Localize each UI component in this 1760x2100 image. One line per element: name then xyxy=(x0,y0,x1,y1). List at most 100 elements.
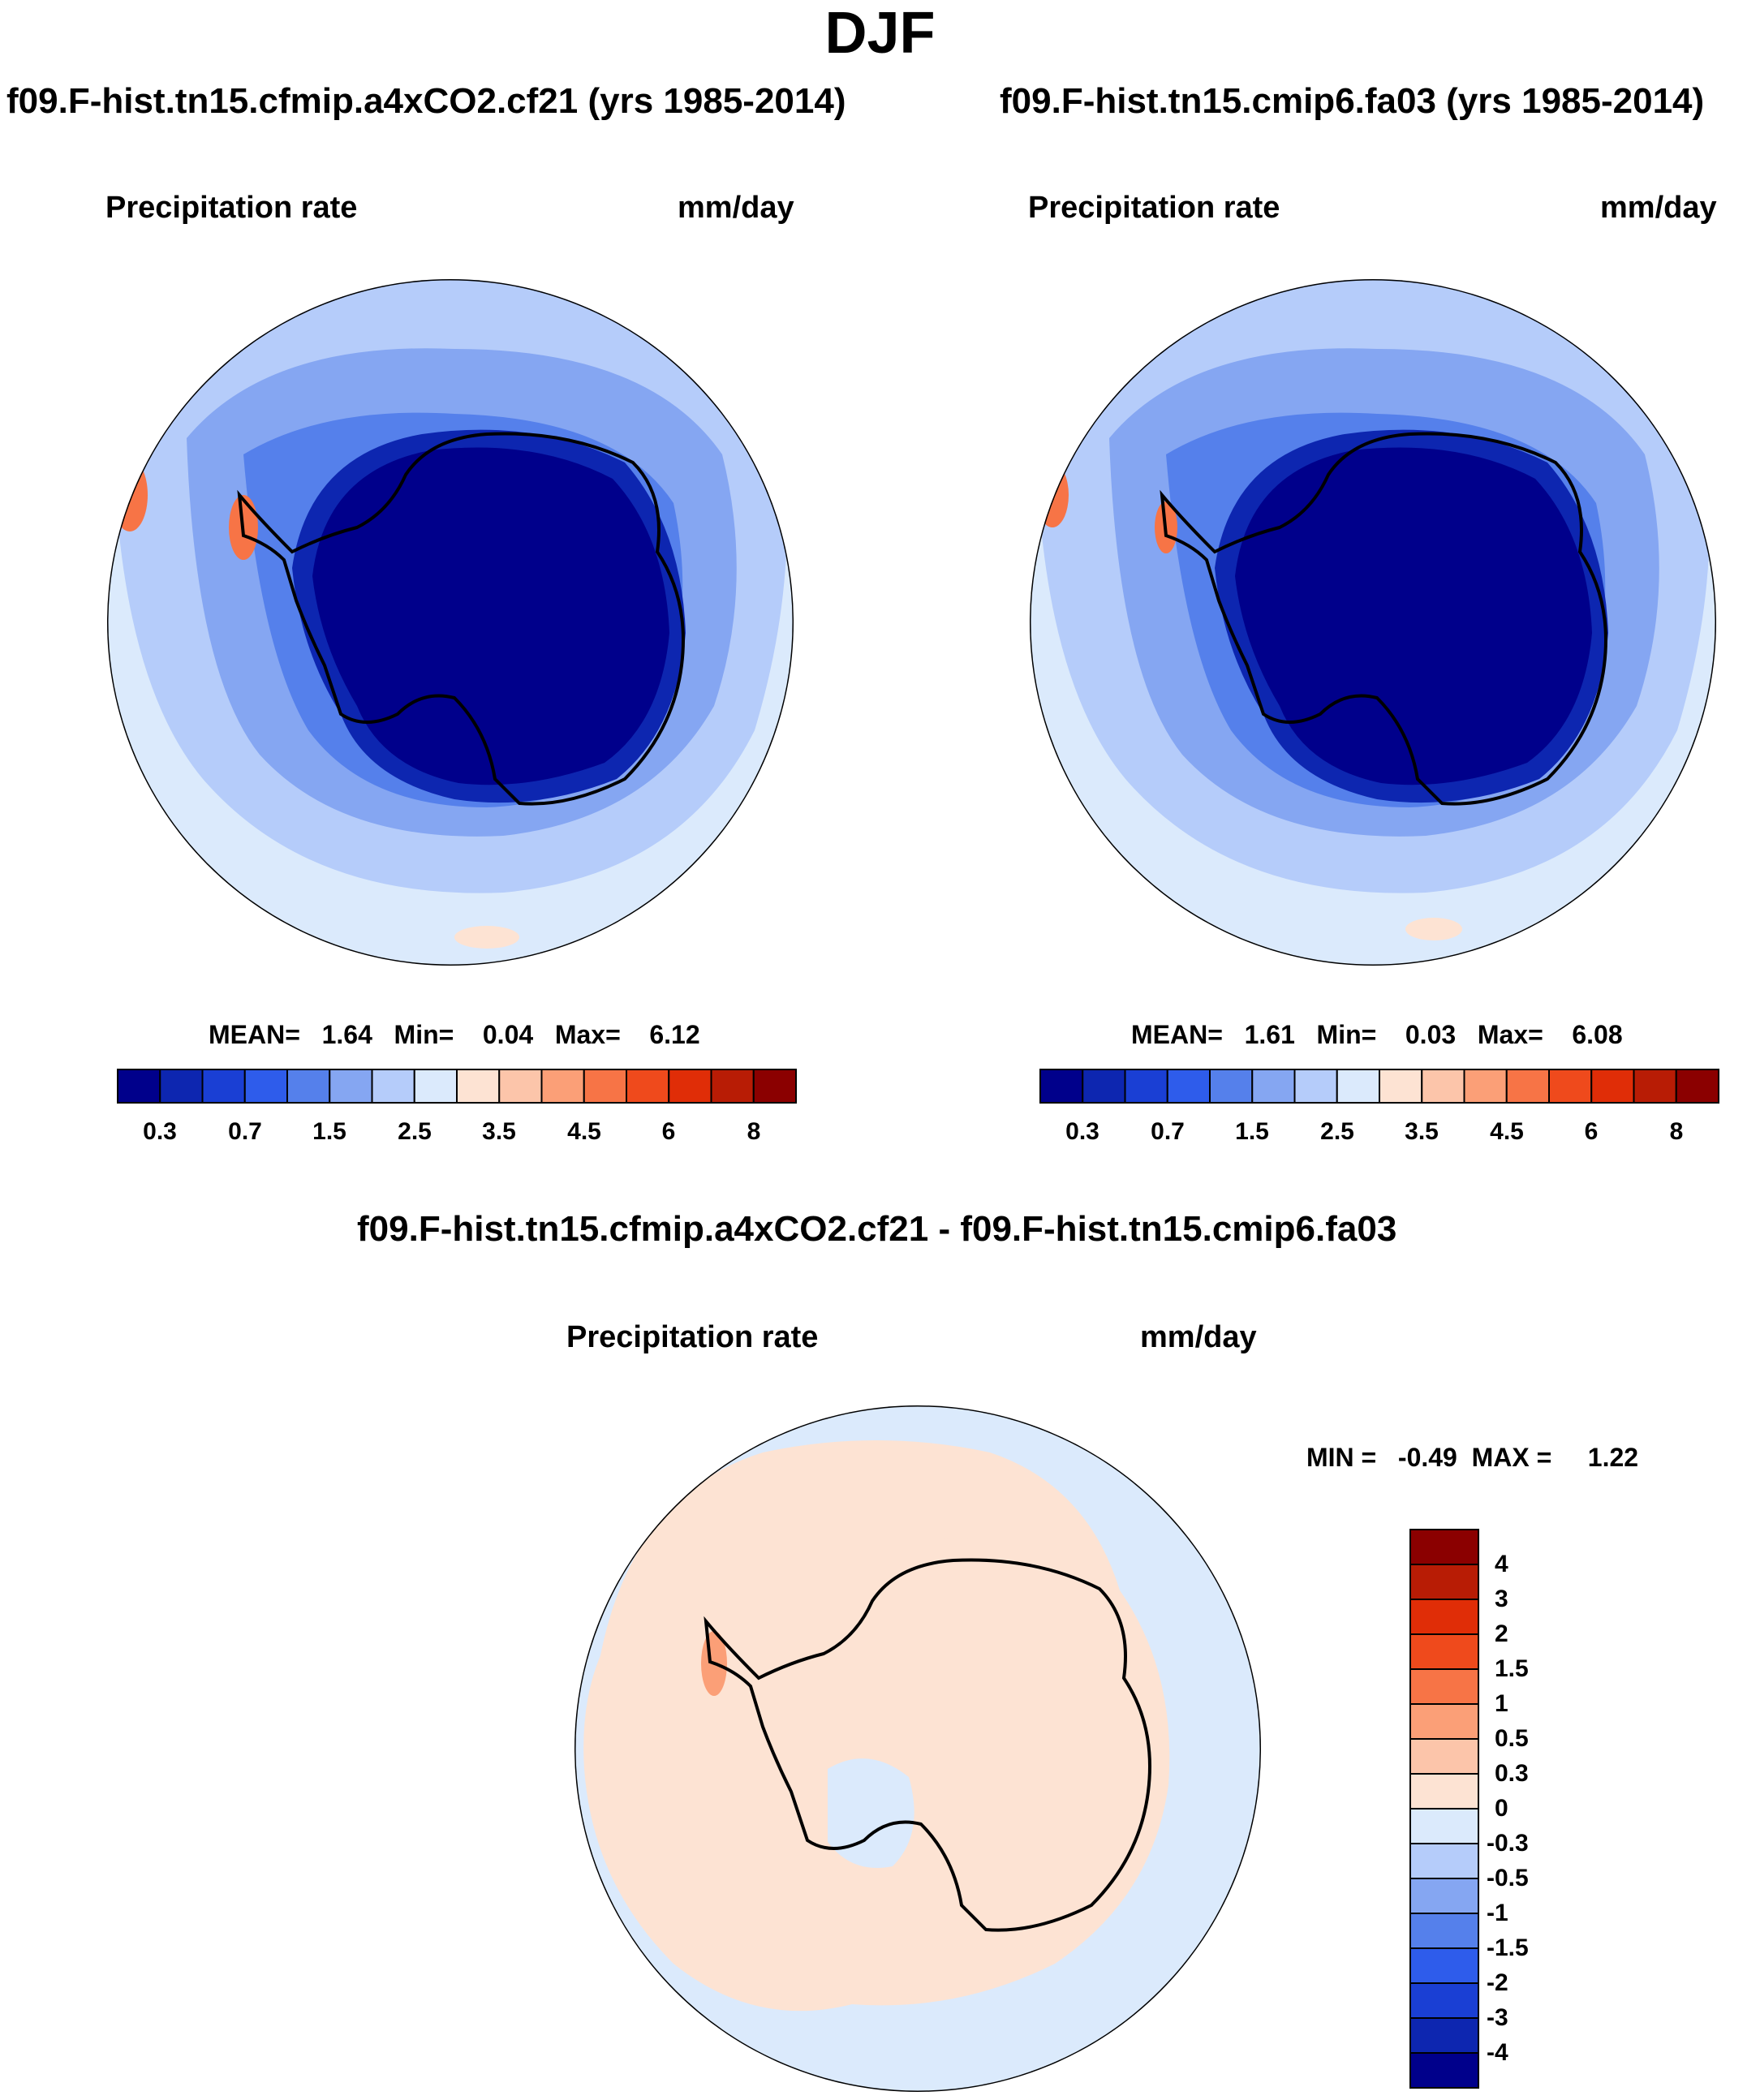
colorbar-swatch xyxy=(1409,2052,1479,2089)
colorbar-swatch xyxy=(1409,1982,1479,2019)
colorbar-swatch xyxy=(413,1069,458,1104)
cb-right-tick: 3.5 xyxy=(1405,1118,1439,1145)
top-right-stats: MEAN= 1.61 Min= 0.03 Max= 6.08 xyxy=(1131,1020,1623,1049)
colorbar-swatch xyxy=(1409,2017,1479,2054)
cb-right-tick: 4.5 xyxy=(1490,1118,1524,1145)
colorbar-swatch xyxy=(1409,1773,1479,1810)
colorbar-swatch xyxy=(201,1069,246,1104)
cb-diff-tick: 2 xyxy=(1495,1620,1508,1647)
cb-left-tick: 6 xyxy=(661,1118,676,1145)
cb-left-tick: 0.7 xyxy=(228,1118,262,1145)
cb-right-tick: 1.5 xyxy=(1235,1118,1269,1145)
cb-diff-tick: -3 xyxy=(1487,2004,1508,2031)
antarctic-interior-dry xyxy=(1235,447,1592,785)
colorbar-swatch xyxy=(1379,1069,1423,1104)
cb-right-tick: 8 xyxy=(1669,1118,1684,1145)
cb-diff-tick: 1.5 xyxy=(1495,1655,1529,1682)
colorbar-top-left xyxy=(117,1069,797,1104)
colorbar-swatch xyxy=(540,1069,585,1104)
top-right-case-title: f09.F-hist.tn15.cmip6.fa03 (yrs 1985-201… xyxy=(1000,81,1705,121)
colorbar-swatch xyxy=(1039,1069,1084,1104)
map-panel-top-right xyxy=(1030,279,1716,966)
cb-diff-tick: 4 xyxy=(1495,1551,1508,1577)
figure-title: DJF xyxy=(824,1,936,66)
colorbar-swatch xyxy=(1409,1878,1479,1914)
colorbar-swatch xyxy=(626,1069,670,1104)
cb-diff-tick: 3 xyxy=(1495,1586,1508,1612)
colorbar-swatch xyxy=(1505,1069,1550,1104)
colorbar-swatch xyxy=(668,1069,712,1104)
cb-right-tick: 2.5 xyxy=(1320,1118,1354,1145)
map-panel-difference xyxy=(574,1405,1261,2092)
bottom-case-title: f09.F-hist.tn15.cfmip.a4xCO2.cf21 - f09.… xyxy=(357,1209,1397,1249)
colorbar-swatch xyxy=(371,1069,415,1104)
low-latitude-positive-patch xyxy=(933,1538,982,1554)
top-right-units-label: mm/day xyxy=(1600,191,1717,225)
cb-right-tick: 0.3 xyxy=(1065,1118,1099,1145)
cb-diff-tick: -2 xyxy=(1487,1969,1508,1996)
positive-difference-region xyxy=(583,1440,1170,2012)
antarctic-coastline xyxy=(237,432,685,806)
cb-left-tick: 3.5 xyxy=(482,1118,516,1145)
colorbar-swatch xyxy=(117,1069,161,1104)
colorbar-swatch xyxy=(1590,1069,1635,1104)
colorbar-swatch xyxy=(1209,1069,1254,1104)
cb-diff-tick: -0.5 xyxy=(1487,1865,1529,1891)
colorbar-swatch xyxy=(583,1069,627,1104)
low-latitude-warm-patch xyxy=(454,926,519,949)
colorbar-swatch xyxy=(498,1069,543,1104)
south-america-precip-max xyxy=(112,458,148,531)
colorbar-swatch xyxy=(456,1069,501,1104)
top-left-units-label: mm/day xyxy=(678,191,794,225)
cb-right-tick: 6 xyxy=(1584,1118,1599,1145)
cb-diff-tick: -1 xyxy=(1487,1900,1508,1926)
cb-diff-tick: -0.3 xyxy=(1487,1830,1529,1857)
colorbar-swatch xyxy=(329,1069,373,1104)
colorbar-swatch xyxy=(1633,1069,1677,1104)
cb-left-tick: 1.5 xyxy=(312,1118,346,1145)
colorbar-swatch xyxy=(1409,1668,1479,1705)
colorbar-difference xyxy=(1409,1529,1479,2089)
colorbar-swatch xyxy=(1293,1069,1338,1104)
colorbar-swatch xyxy=(1409,1599,1479,1635)
colorbar-swatch xyxy=(1124,1069,1168,1104)
colorbar-swatch xyxy=(1463,1069,1508,1104)
map-panel-top-left xyxy=(107,279,794,966)
colorbar-swatch xyxy=(286,1069,331,1104)
cb-diff-tick: 0 xyxy=(1495,1795,1508,1822)
top-left-stats: MEAN= 1.64 Min= 0.04 Max= 6.12 xyxy=(209,1020,700,1049)
colorbar-swatch xyxy=(159,1069,204,1104)
colorbar-swatch xyxy=(752,1069,797,1104)
colorbar-swatch xyxy=(1409,1529,1479,1565)
colorbar-swatch xyxy=(1251,1069,1296,1104)
antarctic-coastline xyxy=(1160,432,1607,806)
colorbar-swatch xyxy=(1421,1069,1465,1104)
colorbar-swatch xyxy=(1409,1947,1479,1984)
cb-left-tick: 4.5 xyxy=(567,1118,601,1145)
cb-diff-tick: 1 xyxy=(1495,1690,1508,1717)
cb-diff-tick: 0.5 xyxy=(1495,1725,1529,1752)
colorbar-swatch xyxy=(243,1069,288,1104)
cb-left-tick: 0.3 xyxy=(143,1118,177,1145)
top-left-variable-label: Precipitation rate xyxy=(105,191,358,225)
colorbar-swatch xyxy=(1409,1913,1479,1949)
colorbar-swatch xyxy=(1409,1738,1479,1775)
ross-sea-negative-region xyxy=(828,1758,914,1868)
colorbar-swatch xyxy=(1409,1564,1479,1600)
cb-right-tick: 0.7 xyxy=(1151,1118,1185,1145)
top-left-case-title: f09.F-hist.tn15.cfmip.a4xCO2.cf21 (yrs 1… xyxy=(6,81,846,121)
colorbar-swatch xyxy=(1409,1703,1479,1740)
colorbar-swatch xyxy=(1409,1808,1479,1844)
colorbar-top-right xyxy=(1039,1069,1719,1104)
colorbar-swatch xyxy=(1082,1069,1126,1104)
colorbar-swatch xyxy=(1409,1843,1479,1879)
colorbar-swatch xyxy=(710,1069,755,1104)
colorbar-swatch xyxy=(1166,1069,1211,1104)
cb-left-tick: 2.5 xyxy=(398,1118,432,1145)
antarctic-interior-dry xyxy=(312,447,669,785)
cb-diff-tick: 0.3 xyxy=(1495,1760,1529,1787)
colorbar-swatch xyxy=(1336,1069,1380,1104)
colorbar-swatch xyxy=(1548,1069,1593,1104)
antarctic-coastline xyxy=(704,1558,1151,1932)
